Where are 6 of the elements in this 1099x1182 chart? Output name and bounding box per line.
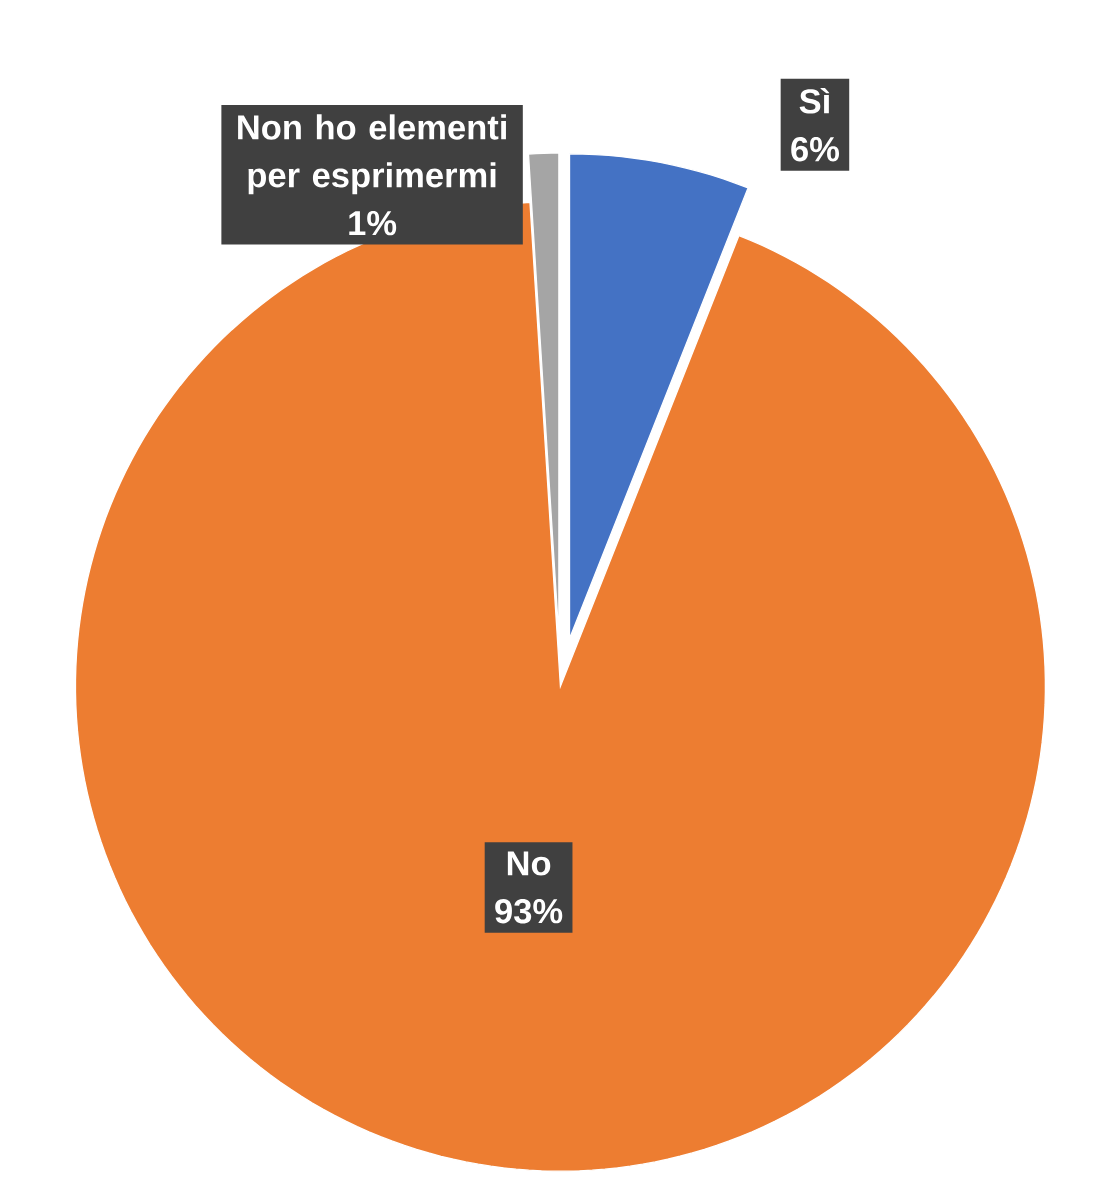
data-label: 6% [791, 137, 839, 162]
data-label: 93% [495, 898, 563, 924]
slice-label: Non ho elementi per esprimermi [237, 114, 506, 195]
slice-label: No [507, 851, 551, 876]
data-label: 1% [349, 210, 397, 236]
slice-label: Sì [799, 87, 830, 114]
